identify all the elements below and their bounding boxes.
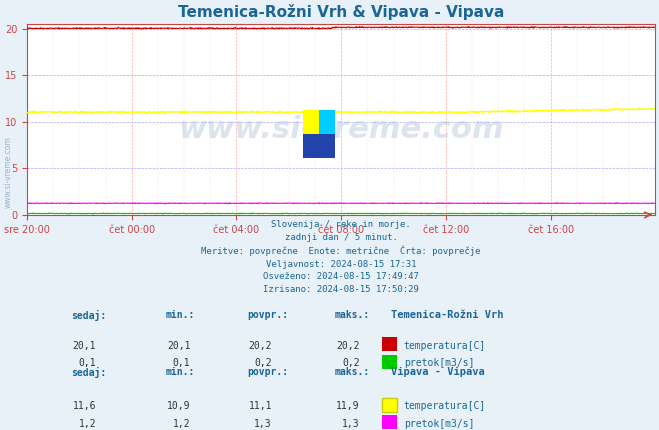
Bar bbox=[382, 338, 397, 351]
Text: pretok[m3/s]: pretok[m3/s] bbox=[404, 418, 474, 429]
Text: 11,6: 11,6 bbox=[72, 401, 96, 412]
Bar bbox=[382, 415, 397, 429]
Text: 1,3: 1,3 bbox=[342, 418, 360, 429]
Text: Slovenija / reke in morje.
zadnji dan / 5 minut.
Meritve: povprečne  Enote: metr: Slovenija / reke in morje. zadnji dan / … bbox=[201, 220, 480, 294]
Text: min.:: min.: bbox=[165, 367, 194, 377]
Text: 1,2: 1,2 bbox=[173, 418, 190, 429]
Text: maks.:: maks.: bbox=[335, 367, 370, 377]
Text: min.:: min.: bbox=[165, 310, 194, 320]
Text: 1,2: 1,2 bbox=[78, 418, 96, 429]
Text: sedaj:: sedaj: bbox=[71, 310, 106, 321]
Text: 1,3: 1,3 bbox=[254, 418, 272, 429]
Title: Temenica-Rožni Vrh & Vipava - Vipava: Temenica-Rožni Vrh & Vipava - Vipava bbox=[178, 4, 504, 20]
Text: 0,1: 0,1 bbox=[173, 358, 190, 368]
Text: 20,1: 20,1 bbox=[167, 341, 190, 351]
Text: 20,2: 20,2 bbox=[336, 341, 360, 351]
Text: 11,9: 11,9 bbox=[336, 401, 360, 412]
Text: 20,1: 20,1 bbox=[72, 341, 96, 351]
Text: 0,2: 0,2 bbox=[254, 358, 272, 368]
Text: povpr.:: povpr.: bbox=[247, 310, 288, 320]
Text: temperatura[C]: temperatura[C] bbox=[404, 341, 486, 351]
Text: 0,2: 0,2 bbox=[342, 358, 360, 368]
Text: povpr.:: povpr.: bbox=[247, 367, 288, 377]
Text: 20,2: 20,2 bbox=[248, 341, 272, 351]
Text: Temenica-Rožni Vrh: Temenica-Rožni Vrh bbox=[391, 310, 503, 320]
Text: sedaj:: sedaj: bbox=[71, 367, 106, 378]
Text: www.si-vreme.com: www.si-vreme.com bbox=[3, 136, 13, 208]
Text: Vipava - Vipava: Vipava - Vipava bbox=[391, 367, 485, 377]
Text: temperatura[C]: temperatura[C] bbox=[404, 401, 486, 412]
Text: 10,9: 10,9 bbox=[167, 401, 190, 412]
Text: www.si-vreme.com: www.si-vreme.com bbox=[178, 114, 503, 144]
Bar bbox=[382, 398, 397, 412]
Text: maks.:: maks.: bbox=[335, 310, 370, 320]
Text: 0,1: 0,1 bbox=[78, 358, 96, 368]
Text: 11,1: 11,1 bbox=[248, 401, 272, 412]
Bar bbox=[382, 355, 397, 369]
Text: pretok[m3/s]: pretok[m3/s] bbox=[404, 358, 474, 368]
